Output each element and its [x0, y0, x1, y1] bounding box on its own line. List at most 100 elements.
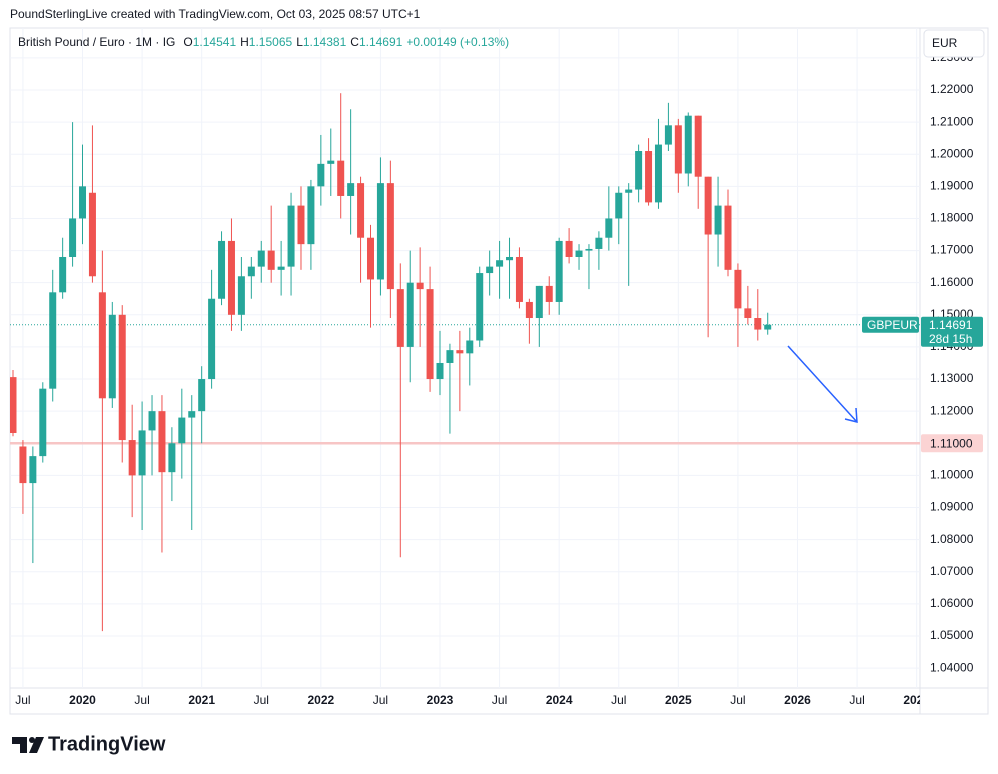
candle-body — [108, 314, 116, 399]
ohlc-value: 1.14381 — [303, 35, 347, 49]
y-tick-label: 1.09000 — [930, 500, 974, 514]
candle-body — [307, 186, 315, 245]
legend-title: British Pound / Euro · 1M · IG — [18, 35, 175, 49]
last-price-label: 1.14691 — [929, 318, 973, 332]
candle-body — [694, 115, 702, 177]
x-tick-label: Jul — [134, 693, 149, 707]
candle-body — [585, 248, 593, 251]
x-tick-label: 2026 — [784, 693, 811, 707]
candle-body — [347, 183, 355, 196]
x-tick-label: Jul — [492, 693, 507, 707]
candle-body — [476, 273, 484, 341]
candle-body — [625, 189, 633, 193]
candle-body — [535, 285, 543, 319]
candle-body — [654, 144, 662, 203]
candle-body — [337, 160, 345, 196]
candle-body — [138, 430, 146, 476]
candle-body — [69, 218, 77, 257]
logo-icon — [12, 737, 27, 753]
candle-body — [128, 440, 136, 476]
candle-body — [396, 289, 404, 347]
candle-body — [545, 285, 553, 302]
candle-body — [565, 240, 573, 257]
candle-body — [178, 417, 186, 444]
candle-body — [227, 240, 235, 315]
ohlc-label: L — [296, 35, 303, 49]
candle-body — [59, 256, 67, 293]
candle-body — [297, 205, 305, 245]
candle-body — [386, 183, 394, 290]
logo: TradingView — [12, 733, 166, 755]
candle-body — [357, 183, 365, 238]
candle-body — [615, 192, 623, 219]
symbol-label: GBPEUR — [867, 318, 918, 332]
level-label: 1.11000 — [930, 436, 973, 450]
candle-body — [218, 240, 226, 299]
candle-body — [575, 250, 583, 257]
y-tick-label: 1.12000 — [930, 403, 974, 417]
countdown: 28d 15h — [929, 332, 972, 346]
candle-body — [247, 266, 255, 277]
candle-body — [257, 250, 265, 267]
x-tick-label: Jul — [849, 693, 864, 707]
candle-body — [645, 151, 653, 203]
currency-box[interactable] — [923, 29, 985, 58]
y-tick-label: 1.20000 — [930, 146, 974, 160]
y-tick-label: 1.22000 — [930, 82, 974, 96]
candle-body — [29, 456, 37, 484]
change: +0.00149 (+0.13%) — [406, 35, 509, 49]
y-tick-label: 1.08000 — [930, 532, 974, 546]
x-tick-label: 2022 — [307, 693, 334, 707]
candle-body — [237, 276, 245, 315]
candle-body — [317, 163, 325, 187]
candle-body — [555, 240, 563, 302]
level-label-box — [921, 434, 983, 453]
candle-body — [148, 411, 156, 431]
time-axis: Jul 2020 Jul 2021 Jul 2022 Jul 2023 Jul 2024 Jul 20… — [15, 693, 930, 707]
ohlc-label: C — [350, 35, 359, 49]
candle-body — [426, 289, 434, 380]
candle-body — [188, 411, 196, 418]
candle-body — [10, 377, 17, 433]
candle-body — [525, 301, 533, 319]
candle-body — [456, 350, 464, 354]
candle-body — [168, 443, 176, 473]
y-tick-label: 1.04000 — [930, 660, 974, 674]
y-tick-label: 1.17000 — [930, 243, 974, 257]
y-tick-label: 1.18000 — [930, 211, 974, 225]
ohlc-value: 1.15065 — [249, 35, 293, 49]
candle-body — [118, 314, 126, 441]
y-tick-label: 1.07000 — [930, 564, 974, 578]
grid — [10, 28, 920, 688]
candle-body — [366, 237, 374, 280]
x-tick-label: 2025 — [665, 693, 692, 707]
candle-body — [88, 192, 96, 277]
candle-body — [158, 411, 166, 473]
candle-body — [436, 362, 444, 380]
ohlc-value: 1.14691 — [359, 35, 403, 49]
x-tick-label: Jul — [373, 693, 388, 707]
legend: British Pound / Euro · 1M · IG O1.14541 H1… — [18, 35, 509, 49]
x-tick-label: 2020 — [69, 693, 96, 707]
x-tick-label: Jul — [254, 693, 269, 707]
candle-body — [724, 205, 732, 270]
candles — [10, 93, 772, 632]
x-tick-label: 2027 — [903, 693, 930, 707]
y-tick-label: 1.10000 — [930, 468, 974, 482]
candle-body — [496, 260, 504, 267]
ohlc-label: O — [183, 35, 192, 49]
candle-body — [486, 266, 494, 274]
candle-body — [714, 205, 722, 235]
y-tick-label: 1.13000 — [930, 371, 974, 385]
candle-body — [635, 151, 643, 190]
logo-icon — [29, 737, 44, 753]
currency[interactable]: EUR — [932, 36, 958, 50]
candle-body — [267, 250, 275, 270]
trend-arrow — [787, 345, 858, 423]
candle-body — [595, 237, 603, 249]
price-axis: 1.04000 1.05000 1.06000 1.07000 1.08000 1.090… — [930, 50, 974, 674]
candle-body — [376, 183, 384, 280]
candle-body — [39, 388, 47, 457]
